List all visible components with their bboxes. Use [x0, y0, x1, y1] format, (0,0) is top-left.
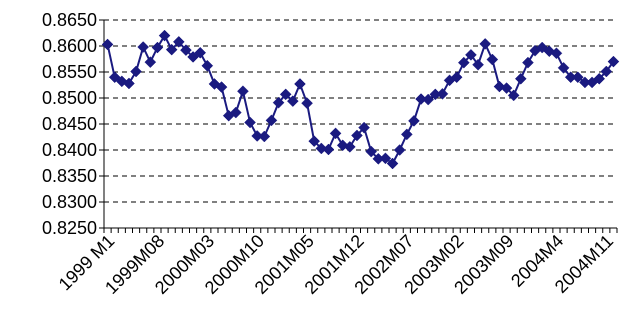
y-tick-label: 0.8300 — [42, 192, 97, 212]
data-point-marker — [343, 141, 356, 153]
y-tick-label: 0.8250 — [42, 218, 97, 238]
data-point-marker — [571, 71, 584, 84]
data-point-marker — [244, 116, 256, 129]
y-axis-tick-labels: 0.8250 0.8300 0.8350 0.8400 0.8450 0.8500 0.85… — [42, 10, 104, 238]
data-point-marker — [472, 58, 484, 71]
data-point-marker — [329, 127, 342, 140]
data-point-marker — [123, 77, 135, 90]
data-point-marker — [358, 121, 370, 134]
data-point-marker — [436, 87, 449, 100]
x-axis-tick-labels: 1999 M11999M082000M032000M102001M052001M… — [55, 231, 617, 298]
data-point-marker — [144, 56, 157, 68]
data-point-marker — [400, 128, 413, 141]
y-tick-label: 0.8550 — [42, 62, 97, 82]
data-point-marker — [486, 53, 499, 66]
data-point-marker — [593, 72, 606, 85]
data-point-marker — [158, 29, 171, 42]
data-point-marker — [393, 144, 406, 156]
data-point-marker — [165, 43, 178, 56]
data-point-marker — [408, 115, 420, 127]
data-point-marker — [457, 56, 470, 69]
y-tick-label: 0.8600 — [42, 36, 97, 56]
data-point-marker — [386, 157, 399, 170]
data-point-marker — [514, 72, 527, 85]
data-point-marker — [322, 143, 335, 156]
data-point-marker — [465, 48, 477, 61]
y-tick-label: 0.8450 — [42, 114, 97, 134]
data-point-marker — [607, 55, 620, 68]
data-point-marker — [600, 65, 613, 78]
data-point-marker — [172, 35, 185, 48]
data-point-marker — [315, 142, 328, 155]
data-point-marker — [130, 65, 142, 78]
x-axis-minor-ticks — [103, 228, 618, 233]
data-point-marker — [422, 93, 435, 106]
data-point-marker — [194, 46, 207, 59]
data-point-marker — [286, 95, 299, 107]
data-point-marker — [180, 44, 192, 57]
data-point-marker — [301, 97, 313, 110]
data-point-marker — [351, 129, 363, 142]
y-tick-label: 0.8400 — [42, 140, 97, 160]
gridlines — [104, 19, 617, 203]
data-point-marker — [507, 89, 520, 102]
data-point-marker — [272, 96, 285, 109]
data-point-marker — [265, 114, 278, 127]
y-tick-label: 0.8350 — [42, 166, 97, 186]
data-point-marker — [201, 59, 214, 72]
data-point-marker — [550, 47, 563, 60]
data-point-marker — [308, 135, 321, 148]
data-point-marker — [215, 81, 228, 93]
data-point-marker — [279, 88, 292, 101]
data-point-marker — [365, 145, 378, 158]
data-point-marker — [479, 38, 492, 50]
data-point-marker — [237, 85, 249, 98]
y-tick-label: 0.8500 — [42, 88, 97, 108]
data-point-marker — [522, 56, 534, 69]
series-line — [106, 34, 615, 165]
series-markers — [101, 29, 620, 170]
data-point-marker — [258, 130, 271, 143]
data-point-marker — [450, 71, 463, 84]
data-point-marker — [500, 82, 513, 94]
data-point-marker — [137, 41, 150, 53]
data-point-marker — [379, 152, 392, 165]
y-tick-label: 0.8650 — [42, 10, 97, 30]
series-polyline — [106, 34, 615, 165]
data-point-marker — [557, 61, 570, 74]
data-point-marker — [294, 78, 306, 90]
data-point-marker — [229, 106, 242, 119]
data-point-marker — [151, 41, 164, 54]
data-point-marker — [101, 38, 114, 51]
